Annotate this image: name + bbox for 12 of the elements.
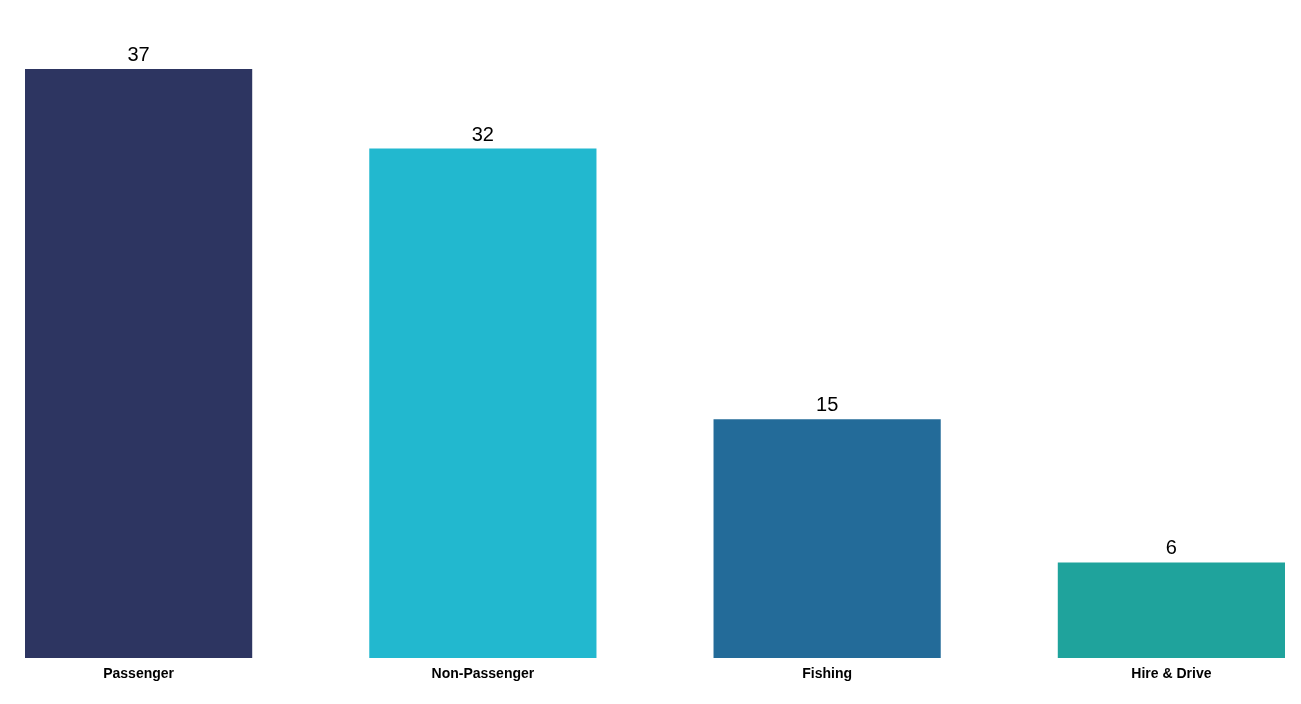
x-tick-label: Hire & Drive <box>1131 664 1212 681</box>
data-label: 37 <box>127 43 150 65</box>
bar <box>713 419 941 658</box>
bar <box>1057 562 1285 658</box>
data-label: 6 <box>1165 536 1177 559</box>
data-label: 15 <box>816 393 839 416</box>
bar <box>369 148 597 658</box>
x-tick-label: Passenger <box>103 664 175 681</box>
x-tick-label: Fishing <box>802 664 853 681</box>
data-label: 32 <box>471 122 494 145</box>
bar <box>25 69 253 658</box>
x-tick-label: Non-Passenger <box>431 664 535 681</box>
